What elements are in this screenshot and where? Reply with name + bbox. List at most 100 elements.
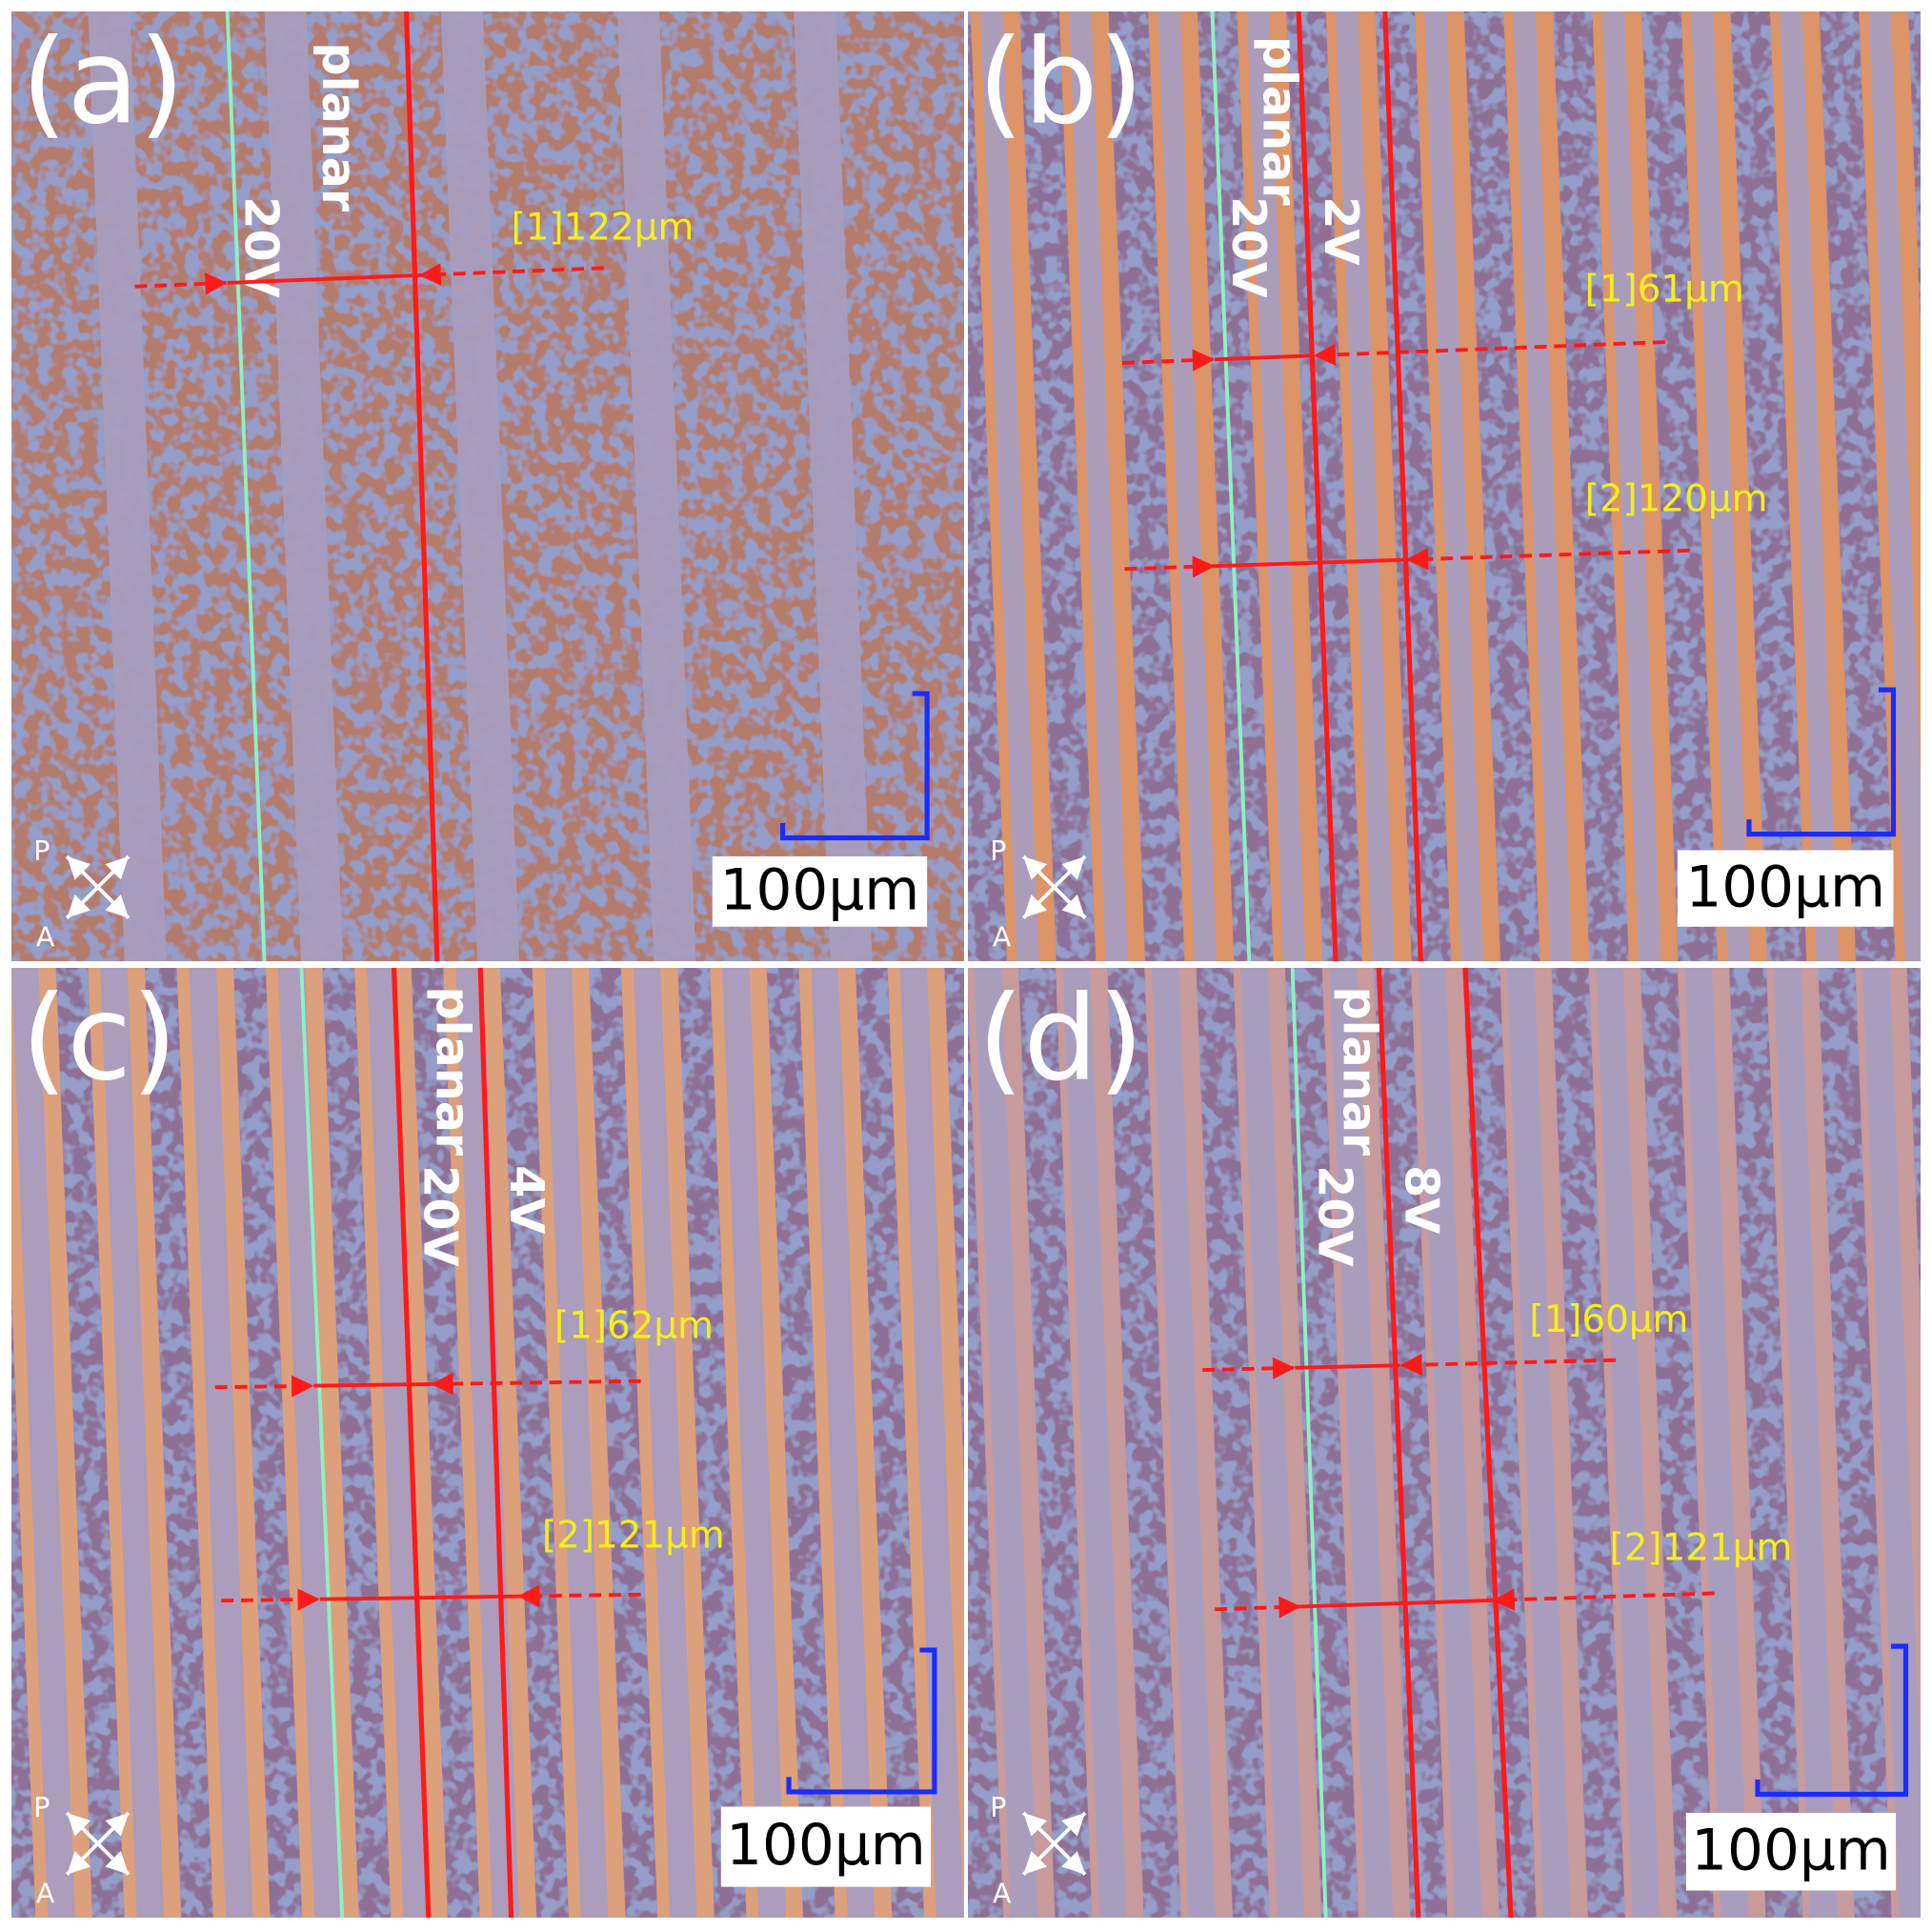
light-stripe bbox=[811, 968, 875, 1918]
light-stripe bbox=[1418, 968, 1482, 1918]
dark-stripe bbox=[55, 968, 125, 1918]
reference-line bbox=[1290, 968, 1328, 1918]
polarizer-arrow bbox=[65, 1811, 100, 1845]
dark-stripe bbox=[589, 968, 658, 1918]
speckle-region bbox=[11, 11, 964, 961]
measure-dash bbox=[1124, 555, 1216, 578]
dark-stripe bbox=[1730, 11, 1807, 961]
line-label: 8V bbox=[1394, 1165, 1449, 1234]
dark-stripe bbox=[1108, 11, 1185, 961]
boundary-line bbox=[1382, 11, 1423, 961]
dark-stripe bbox=[1374, 968, 1448, 1918]
panel-label: (b) bbox=[977, 15, 1143, 151]
boundary-line bbox=[477, 968, 514, 1918]
light-stripe bbox=[1240, 968, 1305, 1918]
measure-dash bbox=[431, 1372, 641, 1396]
analyzer-label: A bbox=[36, 1878, 55, 1909]
light-stripe bbox=[979, 11, 1039, 961]
line-label: 20V bbox=[1308, 1165, 1363, 1267]
polarizer-arrow bbox=[1053, 855, 1087, 889]
measure-dash bbox=[1405, 548, 1690, 571]
light-stripe bbox=[367, 968, 431, 1918]
polarizer-label: P bbox=[33, 1792, 50, 1823]
dark-stripe bbox=[677, 968, 747, 1918]
light-stripe bbox=[974, 968, 1038, 1918]
scale-label: 100μm bbox=[1691, 1818, 1891, 1883]
scale-box bbox=[1685, 1812, 1897, 1891]
light-stripe bbox=[277, 968, 342, 1918]
panel-label: (a) bbox=[21, 15, 184, 151]
light-stripe bbox=[1424, 11, 1483, 961]
light-stripe bbox=[1596, 968, 1660, 1918]
polarizer-label: P bbox=[990, 835, 1006, 867]
light-stripe bbox=[100, 968, 165, 1918]
measurement-label: [1]61μm bbox=[1585, 268, 1744, 311]
measure-line bbox=[1295, 1363, 1400, 1370]
measurement-label: [2]121μm bbox=[542, 1515, 725, 1558]
micrograph-panel: planar 20V 8V [1]60μm [2]121μm (d) 100μm P A bbox=[968, 968, 1921, 1918]
light-stripe bbox=[1246, 11, 1306, 961]
dark-stripe bbox=[1551, 968, 1625, 1918]
panel-label: (c) bbox=[21, 972, 177, 1108]
polarizer-arrow bbox=[1021, 885, 1057, 920]
line-label: 20V bbox=[1221, 196, 1277, 298]
scale-bar bbox=[786, 1647, 937, 1795]
measure-dash bbox=[134, 272, 228, 295]
polarizer-arrow bbox=[96, 1811, 131, 1845]
polarizer-label: P bbox=[990, 1792, 1006, 1823]
dark-stripe bbox=[968, 11, 1007, 961]
stripes bbox=[11, 11, 964, 961]
measure-dash bbox=[221, 1588, 320, 1611]
dark-stripe bbox=[499, 968, 569, 1918]
polarizer-arrow bbox=[96, 855, 131, 889]
line-label: 4V bbox=[499, 1165, 554, 1234]
light-stripe bbox=[1601, 11, 1661, 961]
reference-line bbox=[1210, 11, 1252, 961]
dark-stripe bbox=[1819, 11, 1896, 961]
dark-stripe bbox=[1640, 968, 1715, 1918]
polarizer-arrow bbox=[1021, 1841, 1057, 1877]
scale-label: 100μm bbox=[726, 1813, 926, 1879]
polarizer-arrow bbox=[1053, 1841, 1087, 1877]
dark-stripe bbox=[1286, 11, 1362, 961]
light-stripe bbox=[1868, 11, 1921, 961]
analyzer-label: A bbox=[993, 921, 1012, 953]
measure-line bbox=[1215, 557, 1406, 569]
boundary-line bbox=[1376, 968, 1421, 1918]
dark-stripe bbox=[144, 968, 213, 1918]
light-stripe bbox=[633, 968, 697, 1918]
light-stripe bbox=[1152, 968, 1216, 1918]
boundary-line bbox=[391, 968, 432, 1918]
light-stripe bbox=[722, 968, 786, 1918]
polarizer-arrow bbox=[1053, 1811, 1087, 1845]
line-label: planar bbox=[1252, 36, 1307, 206]
light-stripe bbox=[1773, 968, 1838, 1918]
light-stripe bbox=[189, 968, 253, 1918]
dark-stripe bbox=[1197, 11, 1274, 961]
dark-stripe bbox=[11, 968, 36, 1918]
measure-line bbox=[1214, 353, 1314, 362]
measurement-label: [1]60μm bbox=[1529, 1298, 1688, 1341]
light-stripe bbox=[440, 11, 520, 961]
measure-dash bbox=[418, 263, 604, 286]
polarizer-arrow bbox=[65, 855, 100, 889]
polarizer-arrow bbox=[1053, 885, 1087, 920]
scale-bar bbox=[1746, 687, 1897, 837]
measure-dash bbox=[1121, 349, 1216, 372]
light-stripe bbox=[794, 11, 873, 961]
dark-stripe bbox=[1641, 11, 1719, 961]
dark-stripe bbox=[1729, 968, 1803, 1918]
dark-stripe bbox=[855, 968, 925, 1918]
dark-stripe bbox=[1018, 968, 1093, 1918]
line-label: planar bbox=[312, 42, 367, 211]
scale-box bbox=[720, 1806, 932, 1887]
light-stripe bbox=[1336, 11, 1395, 961]
dark-stripe bbox=[1462, 968, 1537, 1918]
boundary-line bbox=[403, 11, 440, 961]
measure-line bbox=[319, 1594, 518, 1601]
light-stripe bbox=[544, 968, 609, 1918]
dark-stripe bbox=[233, 968, 303, 1918]
measure-dash bbox=[1492, 1588, 1715, 1611]
measure-line bbox=[313, 1382, 432, 1388]
measure-line bbox=[1300, 1599, 1493, 1609]
